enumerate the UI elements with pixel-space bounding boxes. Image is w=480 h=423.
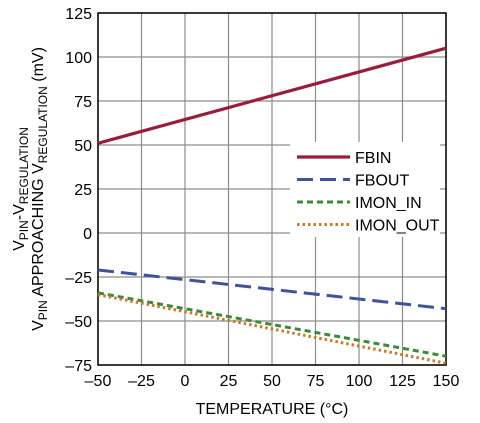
x-tick-label: 150 [433, 373, 460, 390]
series-line-imon-out [97, 293, 447, 365]
series-line-fbin [97, 46, 447, 145]
x-tick-label: 25 [220, 373, 238, 390]
series-line-imon-in [97, 291, 447, 358]
x-tick-label: 75 [307, 373, 325, 390]
y-tick-label: 25 [74, 182, 92, 199]
legend-label: IMON_IN [355, 195, 422, 212]
y-axis-title-line: VPIN-VREGULATION [11, 127, 31, 251]
x-tick-label: 100 [346, 373, 373, 390]
tick-labels: –50 –25 0 25 50 75 100 125 150–75–50–25025507510… [65, 6, 459, 390]
legend-label: FBIN [355, 150, 391, 167]
x-tick-label: –50 [85, 373, 112, 390]
y-axis-title-line: VPIN APPROACHING VREGULATION (mV) [30, 47, 50, 331]
y-tick-label: 75 [74, 94, 92, 111]
x-tick-label: 50 [263, 373, 281, 390]
series-lines [97, 46, 447, 365]
plot-frame [97, 12, 447, 366]
grid [97, 12, 447, 366]
legend-label: IMON_OUT [355, 218, 440, 235]
x-tick-label: 125 [389, 373, 416, 390]
x-tick-label: 0 [181, 373, 190, 390]
y-tick-label: 0 [83, 226, 92, 243]
legend: FBIN FBOUT IMON_IN IMON_OUT [290, 142, 440, 237]
x-tick-label: –25 [128, 373, 155, 390]
y-tick-label: –50 [65, 314, 92, 331]
series-line-fbout [97, 268, 447, 311]
y-tick-label: 125 [65, 6, 92, 23]
x-axis-title: TEMPERATURE (°C) [196, 401, 349, 418]
legend-label: FBOUT [355, 173, 409, 190]
y-tick-label: –75 [65, 358, 92, 375]
y-tick-label: 100 [65, 50, 92, 67]
y-tick-label: 50 [74, 138, 92, 155]
y-tick-label: –25 [65, 270, 92, 287]
